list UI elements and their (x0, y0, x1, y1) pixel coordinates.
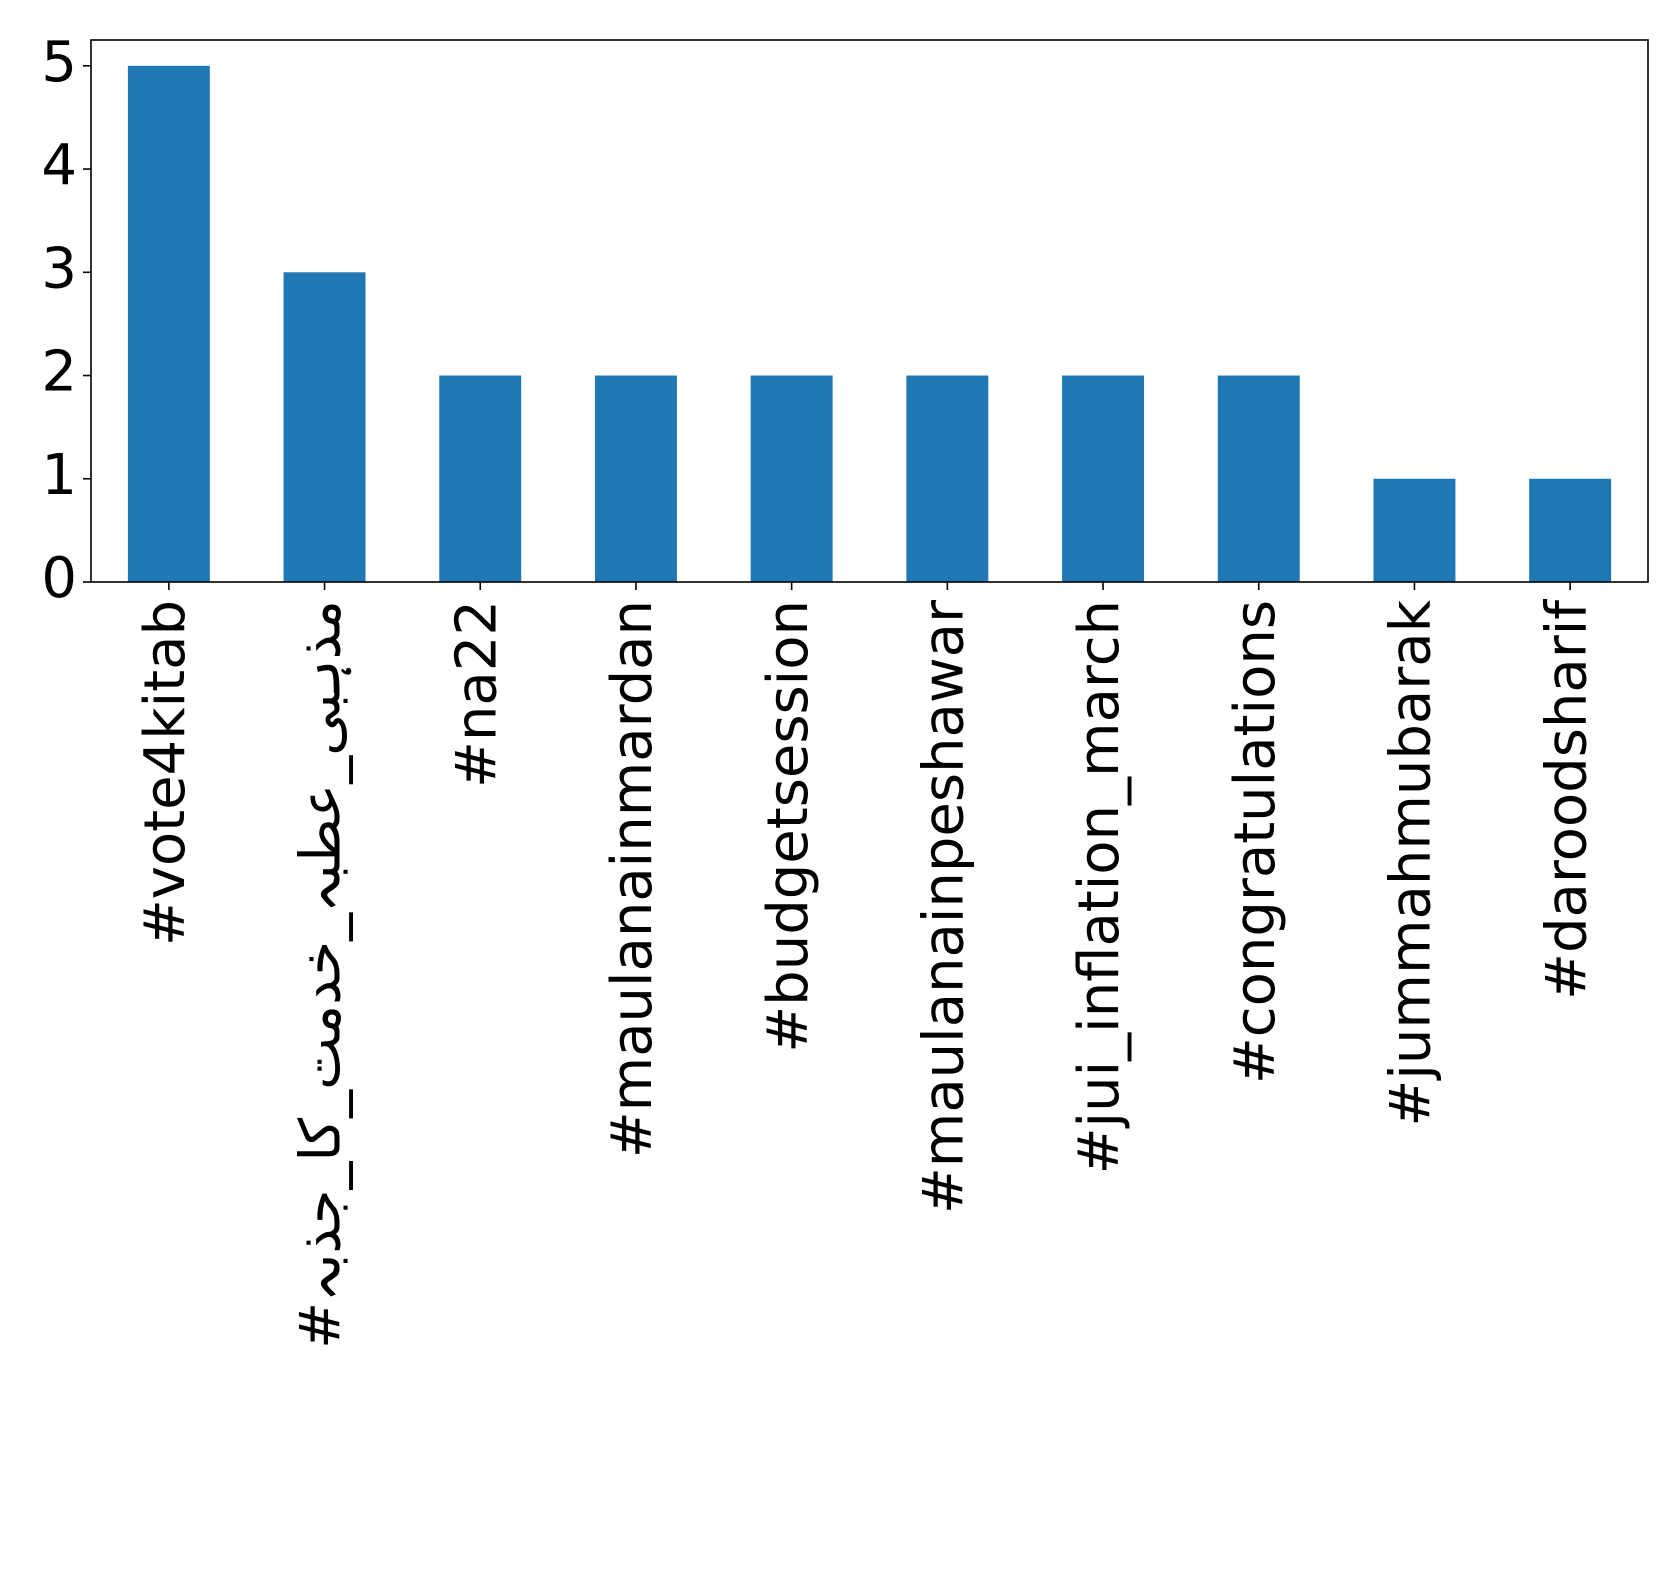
bar-4 (750, 375, 833, 582)
bar-8 (1373, 478, 1456, 582)
x-tick-label-6: #jui_inflation_march (1067, 600, 1132, 1174)
y-tick-label-4: 4 (41, 133, 77, 198)
x-axis: #vote4kitab #مذہبی_عطبہ_خدمت_کا_جذبہ #na22… (133, 582, 1599, 1349)
x-tick-label-5: #maulanainpeshawar (911, 599, 976, 1214)
bar-1 (283, 272, 366, 582)
y-tick-label-3: 3 (41, 236, 77, 301)
y-tick-label-1: 1 (41, 443, 77, 508)
x-tick-label-0: #vote4kitab (133, 600, 198, 946)
bar-6 (1062, 375, 1145, 582)
x-tick-label-1: #مذہبی_عطبہ_خدمت_کا_جذبہ (289, 600, 354, 1349)
bar-9 (1529, 478, 1612, 582)
x-tick-label-9: #daroodsharif (1534, 599, 1599, 1000)
bar-5 (906, 375, 989, 582)
bar-7 (1217, 375, 1300, 582)
bar-3 (594, 375, 677, 582)
x-tick-label-2: #na22 (444, 600, 509, 788)
bar-2 (439, 375, 522, 582)
y-tick-label-5: 5 (41, 30, 77, 95)
bar-0 (127, 65, 210, 583)
y-tick-label-2: 2 (41, 340, 77, 405)
plot-area-frame (90, 39, 1649, 583)
x-tick-label-4: #budgetsession (756, 600, 821, 1053)
y-axis: 0 1 2 3 4 5 (41, 30, 91, 611)
bars (127, 65, 1612, 583)
x-tick-label-3: #maulanainmardan (600, 600, 665, 1158)
x-tick-label-8: #jummahmubarak (1379, 599, 1444, 1126)
y-tick-label-0: 0 (41, 546, 77, 611)
x-tick-label-7: #congratulations (1223, 600, 1288, 1084)
